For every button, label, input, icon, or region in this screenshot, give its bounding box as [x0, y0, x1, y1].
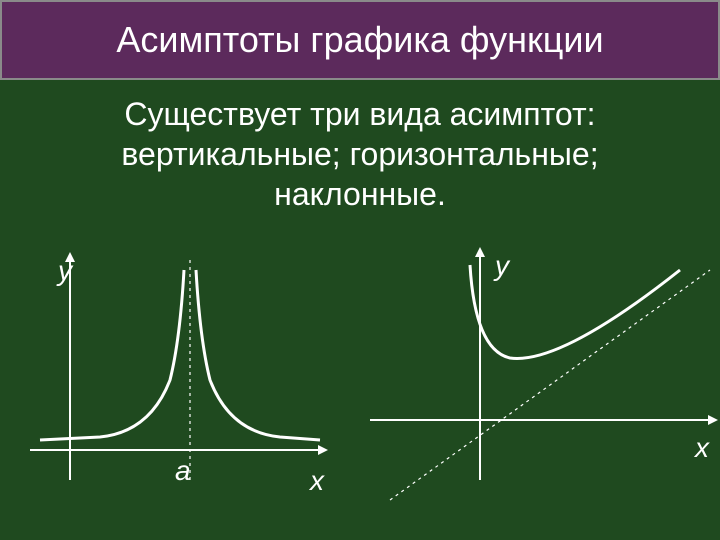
- body-text: Существует три вида асимптот: вертикальн…: [0, 80, 720, 224]
- axis-label-a: a: [175, 455, 191, 487]
- axis-label-x-right: x: [695, 432, 709, 464]
- charts-row: y a x y x: [0, 240, 720, 530]
- slide: Асимптоты графика функции Существует три…: [0, 0, 720, 540]
- axis-label-y-right: y: [495, 250, 509, 282]
- content-area: Существует три вида асимптот: вертикальн…: [0, 80, 720, 540]
- chart-vertical-asymptote: y a x: [0, 240, 360, 530]
- axis-label-y-left: y: [58, 255, 72, 287]
- chart-right-svg: [360, 240, 720, 530]
- body-line-1: Существует три вида асимптот:: [20, 94, 700, 134]
- chart-oblique-asymptote: y x: [360, 240, 720, 530]
- body-line-3: наклонные.: [20, 174, 700, 214]
- axis-label-x-left: x: [310, 465, 324, 497]
- slide-title: Асимптоты графика функции: [116, 19, 603, 61]
- body-line-2: вертикальные; горизонтальные;: [20, 134, 700, 174]
- title-bar: Асимптоты графика функции: [0, 0, 720, 80]
